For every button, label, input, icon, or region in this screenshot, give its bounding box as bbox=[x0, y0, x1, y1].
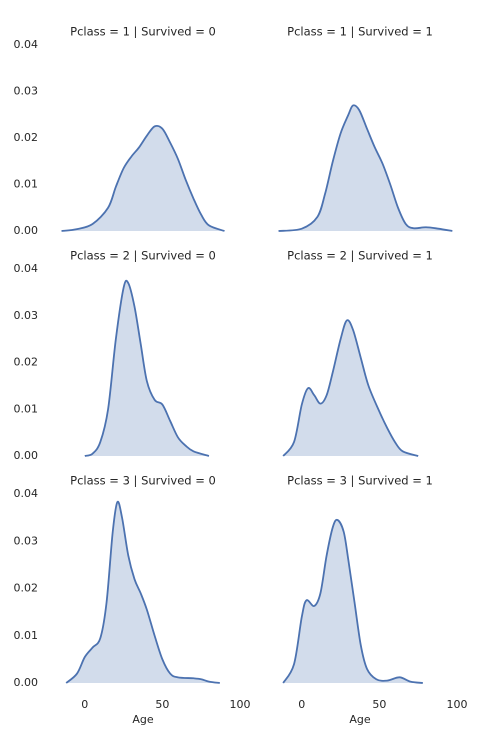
y-tick-label: 0.04 bbox=[14, 38, 39, 51]
density-area bbox=[61, 125, 225, 231]
y-tick-label: 0.02 bbox=[14, 582, 39, 595]
density-line bbox=[61, 124, 225, 232]
density-line bbox=[84, 279, 210, 457]
x-tick-label: 100 bbox=[447, 698, 468, 711]
density-line bbox=[65, 500, 220, 684]
x-tick-label: 50 bbox=[155, 698, 169, 711]
y-tick-label: 0.02 bbox=[14, 356, 39, 369]
y-tick-label: 0.01 bbox=[14, 178, 39, 191]
x-tick-label: 100 bbox=[230, 698, 251, 711]
x-tick-label: 0 bbox=[81, 698, 88, 711]
y-tick-label: 0.04 bbox=[14, 262, 39, 275]
y-tick-label: 0.01 bbox=[14, 402, 39, 415]
y-tick-label: 0.03 bbox=[14, 309, 39, 322]
y-tick-label: 0.00 bbox=[14, 449, 39, 462]
density-area bbox=[283, 519, 423, 683]
density-area bbox=[66, 501, 220, 683]
density-line bbox=[282, 319, 419, 457]
panel-title: Pclass = 2 | Survived = 0 bbox=[70, 249, 216, 263]
density-area bbox=[283, 320, 419, 456]
y-tick-label: 0.00 bbox=[14, 224, 39, 237]
x-tick-label: 50 bbox=[372, 698, 386, 711]
y-tick-label: 0.00 bbox=[14, 676, 39, 689]
x-axis-label: Age bbox=[132, 713, 154, 726]
panel-title: Pclass = 1 | Survived = 1 bbox=[287, 25, 433, 39]
density-area bbox=[278, 105, 453, 231]
y-tick-label: 0.03 bbox=[14, 534, 39, 547]
y-tick-label: 0.03 bbox=[14, 85, 39, 98]
x-tick-label: 0 bbox=[298, 698, 305, 711]
density-area bbox=[84, 280, 209, 456]
panel-title: Pclass = 3 | Survived = 0 bbox=[70, 474, 216, 488]
panel-title: Pclass = 1 | Survived = 0 bbox=[70, 25, 216, 39]
y-tick-label: 0.02 bbox=[14, 131, 39, 144]
panel-title: Pclass = 3 | Survived = 1 bbox=[287, 474, 433, 488]
x-axis-label: Age bbox=[349, 713, 371, 726]
y-tick-label: 0.01 bbox=[14, 629, 39, 642]
panel-title: Pclass = 2 | Survived = 1 bbox=[287, 249, 433, 263]
density-line bbox=[282, 518, 423, 684]
density-line bbox=[278, 104, 453, 232]
y-tick-label: 0.04 bbox=[14, 487, 39, 500]
